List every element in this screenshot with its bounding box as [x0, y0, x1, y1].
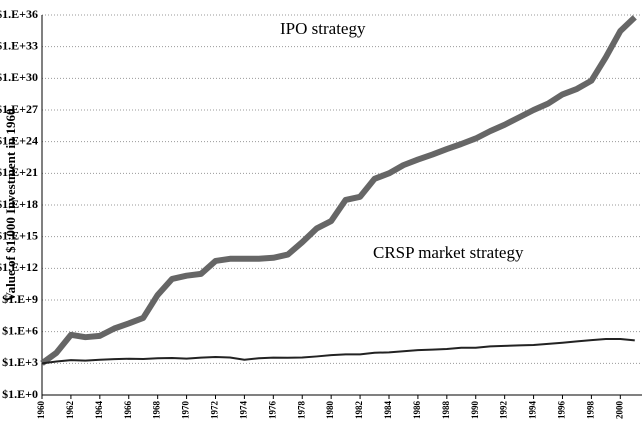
y-tick-label: $1.E+24 [0, 133, 38, 147]
x-tick-label: 1998 [585, 401, 595, 420]
x-tick-label: 1992 [499, 401, 509, 420]
y-tick-label: $1.E+30 [0, 70, 38, 84]
x-tick-label: 1986 [412, 401, 422, 420]
x-tick-label: 1996 [557, 401, 567, 420]
y-tick-label: $1.E+27 [0, 102, 38, 116]
x-tick-label: 1960 [36, 401, 46, 420]
x-tick-label: 1968 [152, 401, 162, 420]
x-tick-label: 1974 [238, 401, 248, 420]
y-tick-label: $1.E+3 [2, 355, 38, 369]
y-tick-label: $1.E+9 [2, 292, 38, 306]
x-tick-label: 1994 [528, 401, 538, 420]
y-tick-label: $1.E+6 [2, 323, 38, 337]
y-tick-label: $1.E+12 [0, 260, 38, 274]
x-tick-label: 1972 [210, 401, 220, 420]
y-axis-title: Value of $1,000 Investment in 1960 [3, 108, 18, 301]
x-tick-label: 1988 [441, 401, 451, 420]
x-tick-label: 1978 [296, 401, 306, 420]
y-tick-label: $1.E+21 [0, 165, 38, 179]
x-tick-label: 1982 [354, 401, 364, 420]
y-tick-label: $1.E+0 [2, 387, 38, 401]
series-line [41, 338, 635, 365]
x-tick-label: 1970 [181, 401, 191, 420]
series-annotation: CRSP market strategy [373, 243, 524, 262]
x-tick-label: 1984 [383, 401, 393, 420]
x-tick-label: 1990 [470, 401, 480, 420]
y-tick-label: $1.E+18 [0, 197, 38, 211]
series-line [40, 15, 637, 366]
x-tick-label: 1976 [267, 401, 277, 420]
y-tick-label: $1.E+36 [0, 7, 38, 21]
x-tick-label: 1964 [94, 401, 104, 420]
series-annotation: IPO strategy [280, 19, 366, 38]
y-tick-label: $1.E+33 [0, 38, 38, 52]
x-tick-label: 1966 [123, 401, 133, 420]
x-tick-label: 1962 [65, 401, 75, 420]
x-tick-label: 2000 [614, 401, 624, 420]
x-tick-label: 1980 [325, 401, 335, 420]
y-tick-label: $1.E+15 [0, 228, 38, 242]
